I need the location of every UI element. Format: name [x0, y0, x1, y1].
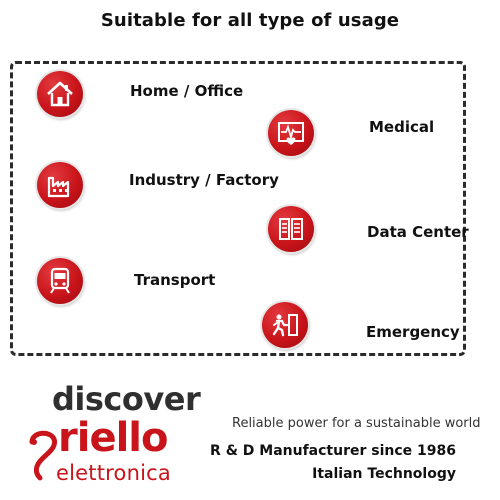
- riello-logo-mark-icon: [29, 430, 58, 481]
- brand-subname: elettronica: [56, 461, 171, 485]
- server-rack-icon: [268, 206, 314, 252]
- train-icon: [37, 258, 83, 304]
- brand-name: riello: [58, 415, 168, 461]
- usage-label: Medical: [369, 118, 435, 136]
- usage-label: Transport: [134, 271, 216, 289]
- usage-label: Emergency: [366, 323, 460, 341]
- discover-heading: discover: [52, 380, 201, 418]
- emergency-exit-icon: [262, 302, 308, 348]
- house-icon: [37, 71, 83, 117]
- technology-text: Italian Technology: [312, 466, 456, 482]
- medical-heartbeat-icon: [268, 110, 314, 156]
- factory-icon: [37, 162, 83, 208]
- usage-frame: [10, 61, 466, 356]
- usage-label: Data Center: [367, 223, 469, 241]
- usage-label: Home / Office: [130, 82, 244, 100]
- manufacturer-text: R & D Manufacturer since 1986: [210, 443, 456, 459]
- brand-tagline: Reliable power for a sustainable world: [232, 416, 481, 431]
- page-title: Suitable for all type of usage: [100, 10, 400, 31]
- usage-label: Industry / Factory: [129, 171, 279, 189]
